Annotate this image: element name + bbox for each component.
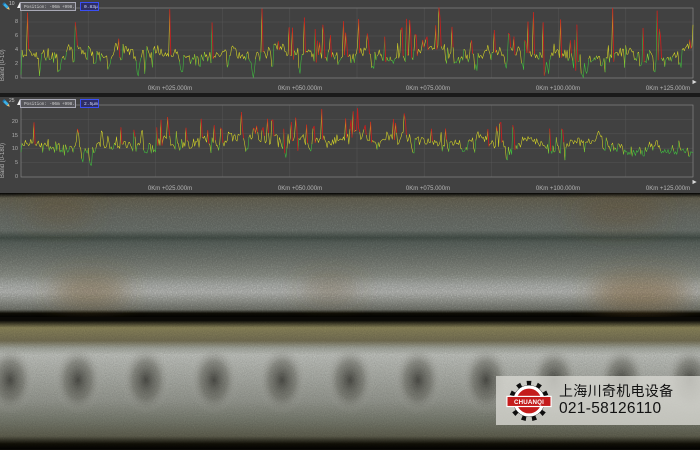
- svg-text:CHUANQI: CHUANQI: [514, 398, 544, 405]
